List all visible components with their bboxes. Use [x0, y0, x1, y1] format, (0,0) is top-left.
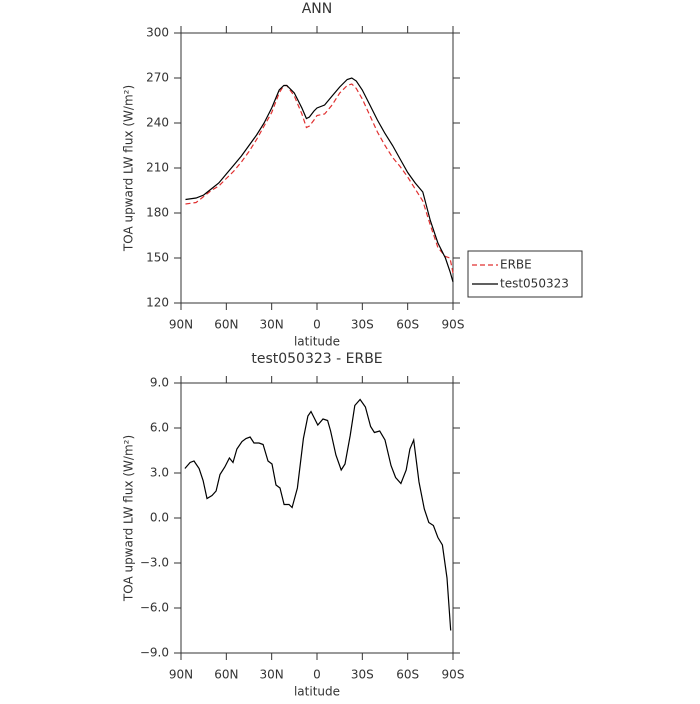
- y-tick-label: 300: [146, 26, 169, 40]
- x-tick-label: 30N: [260, 318, 284, 332]
- y-tick-label: 150: [146, 251, 169, 265]
- y-tick-label: −3.0: [140, 556, 169, 570]
- x-tick-label: 90N: [169, 318, 193, 332]
- y-tick-label: −6.0: [140, 601, 169, 615]
- y-tick-label: 270: [146, 71, 169, 85]
- y-tick-label: 9.0: [150, 376, 169, 390]
- chart-title: test050323 - ERBE: [251, 351, 382, 367]
- x-tick-label: 60S: [396, 318, 419, 332]
- x-tick-label: 60N: [214, 318, 238, 332]
- legend-label: test050323: [500, 277, 569, 291]
- data-line: [185, 83, 454, 274]
- data-line: [184, 398, 452, 631]
- x-tick-label: 90S: [442, 318, 465, 332]
- y-axis-label: TOA upward LW flux (W/m²): [122, 85, 136, 252]
- x-tick-label: 0: [313, 318, 321, 332]
- plot-frame: [180, 382, 454, 654]
- x-tick-label: 30N: [260, 668, 284, 682]
- x-tick-label: 0: [313, 668, 321, 682]
- x-axis-label: latitude: [294, 335, 340, 349]
- x-tick-label: 90S: [442, 668, 465, 682]
- legend-label: ERBE: [500, 258, 532, 272]
- y-tick-label: 210: [146, 161, 169, 175]
- x-tick-label: 30S: [351, 668, 374, 682]
- x-axis-label: latitude: [294, 685, 340, 699]
- y-tick-label: 240: [146, 116, 169, 130]
- legend-box: [467, 250, 583, 298]
- y-tick-label: 0.0: [150, 511, 169, 525]
- y-tick-label: −9.0: [140, 646, 169, 660]
- x-tick-label: 30S: [351, 318, 374, 332]
- y-axis-label: TOA upward LW flux (W/m²): [122, 435, 136, 602]
- chart-title: ANN: [302, 1, 333, 17]
- data-line: [185, 77, 454, 283]
- y-tick-label: 3.0: [150, 466, 169, 480]
- plot-frame: [180, 32, 454, 304]
- x-tick-label: 90N: [169, 668, 193, 682]
- y-tick-label: 120: [146, 296, 169, 310]
- y-tick-label: 6.0: [150, 421, 169, 435]
- x-tick-label: 60N: [214, 668, 238, 682]
- y-tick-label: 180: [146, 206, 169, 220]
- x-tick-label: 60S: [396, 668, 419, 682]
